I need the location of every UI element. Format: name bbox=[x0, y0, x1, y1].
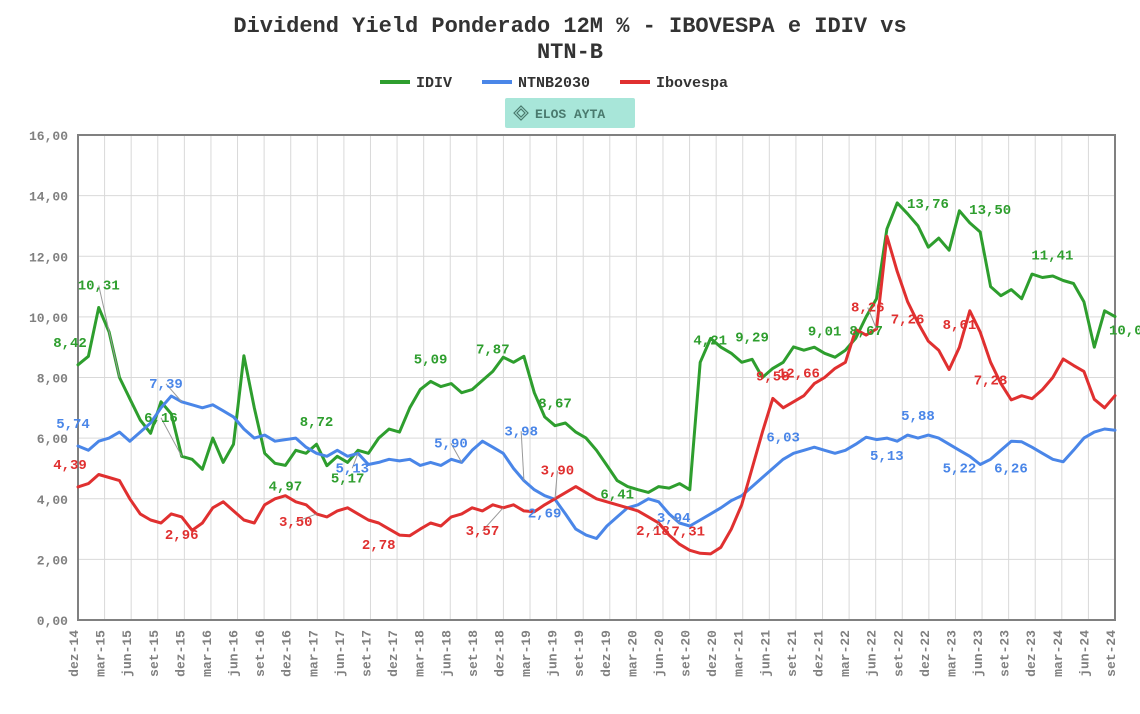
callout-IDIV: 8,42 bbox=[53, 336, 87, 352]
x-tick-label: mar-16 bbox=[200, 630, 215, 677]
y-tick-label: 8,00 bbox=[37, 372, 68, 387]
x-tick-label: set-19 bbox=[572, 630, 587, 677]
chart-container: 0,00 2,00 4,00 6,00 8,00 10,00 12,00 14,00 16,00… bbox=[0, 0, 1140, 714]
x-tick-label: dez-18 bbox=[492, 630, 507, 677]
callout-IDIV: 6,16 bbox=[144, 411, 178, 427]
callout-Ibovespa: 2,18 bbox=[636, 524, 670, 540]
line-chart: 0,00 2,00 4,00 6,00 8,00 10,00 12,00 14,00 16,00… bbox=[0, 0, 1140, 714]
callout-Ibovespa: 12,66 bbox=[778, 367, 820, 383]
callout-NTNB2030: 5,90 bbox=[434, 436, 468, 452]
x-tick-label: mar-23 bbox=[944, 630, 959, 677]
callout-NTNB2030: 7,39 bbox=[149, 377, 183, 393]
callout-NTNB2030: 3,98 bbox=[504, 424, 538, 440]
callout-NTNB2030: 5,74 bbox=[56, 417, 90, 433]
callout-Ibovespa: 3,57 bbox=[466, 524, 500, 540]
x-tick-label: mar-17 bbox=[306, 630, 321, 677]
callout-IDIV: 4,21 bbox=[693, 333, 727, 349]
callout-IDIV: 9,01 bbox=[808, 324, 842, 340]
x-tick-label: mar-24 bbox=[1051, 630, 1066, 677]
x-tick-label: jun-24 bbox=[1077, 630, 1092, 677]
x-tick-label: set-23 bbox=[998, 630, 1013, 677]
x-tick-label: dez-14 bbox=[67, 630, 82, 677]
callout-Ibovespa: 7,28 bbox=[974, 373, 1008, 389]
x-tick-label: dez-19 bbox=[599, 630, 614, 677]
x-tick-label: mar-18 bbox=[413, 630, 428, 677]
callout-Ibovespa: 3,90 bbox=[541, 464, 575, 480]
callout-NTNB2030: 5,13 bbox=[870, 449, 904, 465]
y-tick-label: 0,00 bbox=[37, 614, 68, 629]
y-tick-label: 12,00 bbox=[29, 250, 68, 265]
x-tick-label: set-17 bbox=[359, 630, 374, 677]
callout-IDIV: 9,29 bbox=[735, 330, 769, 346]
callout-IDIV: 8,67 bbox=[538, 397, 572, 413]
x-tick-label: mar-19 bbox=[519, 630, 534, 677]
x-tick-label: set-16 bbox=[253, 630, 268, 677]
callout-Ibovespa: 4,39 bbox=[53, 458, 87, 474]
legend-label: IDIV bbox=[416, 75, 452, 92]
x-tick-label: set-21 bbox=[785, 630, 800, 677]
x-tick-label: set-18 bbox=[466, 630, 481, 677]
watermark-text: ELOS AYTA bbox=[535, 107, 605, 122]
x-tick-label: jun-23 bbox=[971, 630, 986, 677]
callout-NTNB2030: 5,22 bbox=[943, 461, 977, 477]
x-tick-label: set-20 bbox=[679, 630, 694, 677]
x-tick-label: mar-21 bbox=[732, 630, 747, 677]
x-tick-label: mar-22 bbox=[838, 630, 853, 677]
y-tick-label: 2,00 bbox=[37, 553, 68, 568]
x-tick-label: jun-15 bbox=[120, 630, 135, 677]
callout-Ibovespa: 7,26 bbox=[891, 313, 925, 329]
chart-title-line2: NTN-B bbox=[537, 40, 603, 65]
x-tick-label: dez-22 bbox=[918, 630, 933, 677]
callout-IDIV: 8,72 bbox=[300, 415, 334, 431]
x-tick-label: jun-20 bbox=[652, 630, 667, 677]
x-tick-label: dez-17 bbox=[386, 630, 401, 677]
x-tick-label: mar-15 bbox=[94, 630, 109, 677]
y-tick-label: 4,00 bbox=[37, 493, 68, 508]
callout-Ibovespa: 2,96 bbox=[165, 528, 199, 544]
callout-IDIV: 11,41 bbox=[1031, 248, 1073, 264]
callout-NTNB2030: 5,88 bbox=[901, 409, 935, 425]
x-tick-label: dez-23 bbox=[1024, 630, 1039, 677]
callout-Ibovespa: 3,50 bbox=[279, 515, 313, 531]
x-tick-label: dez-16 bbox=[280, 630, 295, 677]
x-tick-label: dez-15 bbox=[173, 630, 188, 677]
y-tick-label: 6,00 bbox=[37, 432, 68, 447]
chart-title-line1: Dividend Yield Ponderado 12M % - IBOVESP… bbox=[233, 14, 906, 39]
callout-IDIV: 7,87 bbox=[476, 342, 510, 358]
callout-NTNB2030: 6,03 bbox=[766, 430, 800, 446]
callout-NTNB2030: 6,26 bbox=[994, 461, 1028, 477]
callout-Ibovespa: 8,26 bbox=[851, 301, 885, 317]
x-tick-label: jun-19 bbox=[546, 630, 561, 677]
callout-IDIV: 10,01 bbox=[1109, 324, 1140, 340]
x-tick-label: set-24 bbox=[1104, 630, 1119, 677]
y-tick-label: 14,00 bbox=[29, 190, 68, 205]
callout-IDIV: 13,76 bbox=[907, 197, 949, 213]
legend-label: Ibovespa bbox=[656, 75, 728, 92]
legend-label: NTNB2030 bbox=[518, 75, 590, 92]
callout-Ibovespa: 2,78 bbox=[362, 538, 396, 554]
callout-IDIV: 8,67 bbox=[849, 324, 883, 340]
callout-NTNB2030: 5,13 bbox=[335, 461, 369, 477]
callout-NTNB2030: 2,69 bbox=[528, 507, 562, 523]
callout-IDIV: 10,31 bbox=[78, 278, 120, 294]
y-tick-label: 10,00 bbox=[29, 311, 68, 326]
callout-IDIV: 13,50 bbox=[969, 203, 1011, 219]
callout-Ibovespa: 7,31 bbox=[671, 524, 705, 540]
x-tick-label: jun-17 bbox=[333, 630, 348, 677]
x-tick-label: set-15 bbox=[147, 630, 162, 677]
x-tick-label: jun-18 bbox=[439, 630, 454, 677]
callout-Ibovespa: 8,61 bbox=[943, 318, 977, 334]
y-tick-label: 16,00 bbox=[29, 129, 68, 144]
x-tick-label: mar-20 bbox=[625, 630, 640, 677]
x-tick-label: dez-21 bbox=[812, 630, 827, 677]
x-tick-label: jun-21 bbox=[758, 630, 773, 677]
callout-IDIV: 5,09 bbox=[414, 352, 448, 368]
callout-IDIV: 6,41 bbox=[600, 488, 634, 504]
x-tick-label: jun-22 bbox=[865, 630, 880, 677]
callout-IDIV: 4,97 bbox=[269, 479, 303, 495]
x-tick-label: dez-20 bbox=[705, 630, 720, 677]
x-tick-label: jun-16 bbox=[227, 630, 242, 677]
x-tick-label: set-22 bbox=[891, 630, 906, 677]
